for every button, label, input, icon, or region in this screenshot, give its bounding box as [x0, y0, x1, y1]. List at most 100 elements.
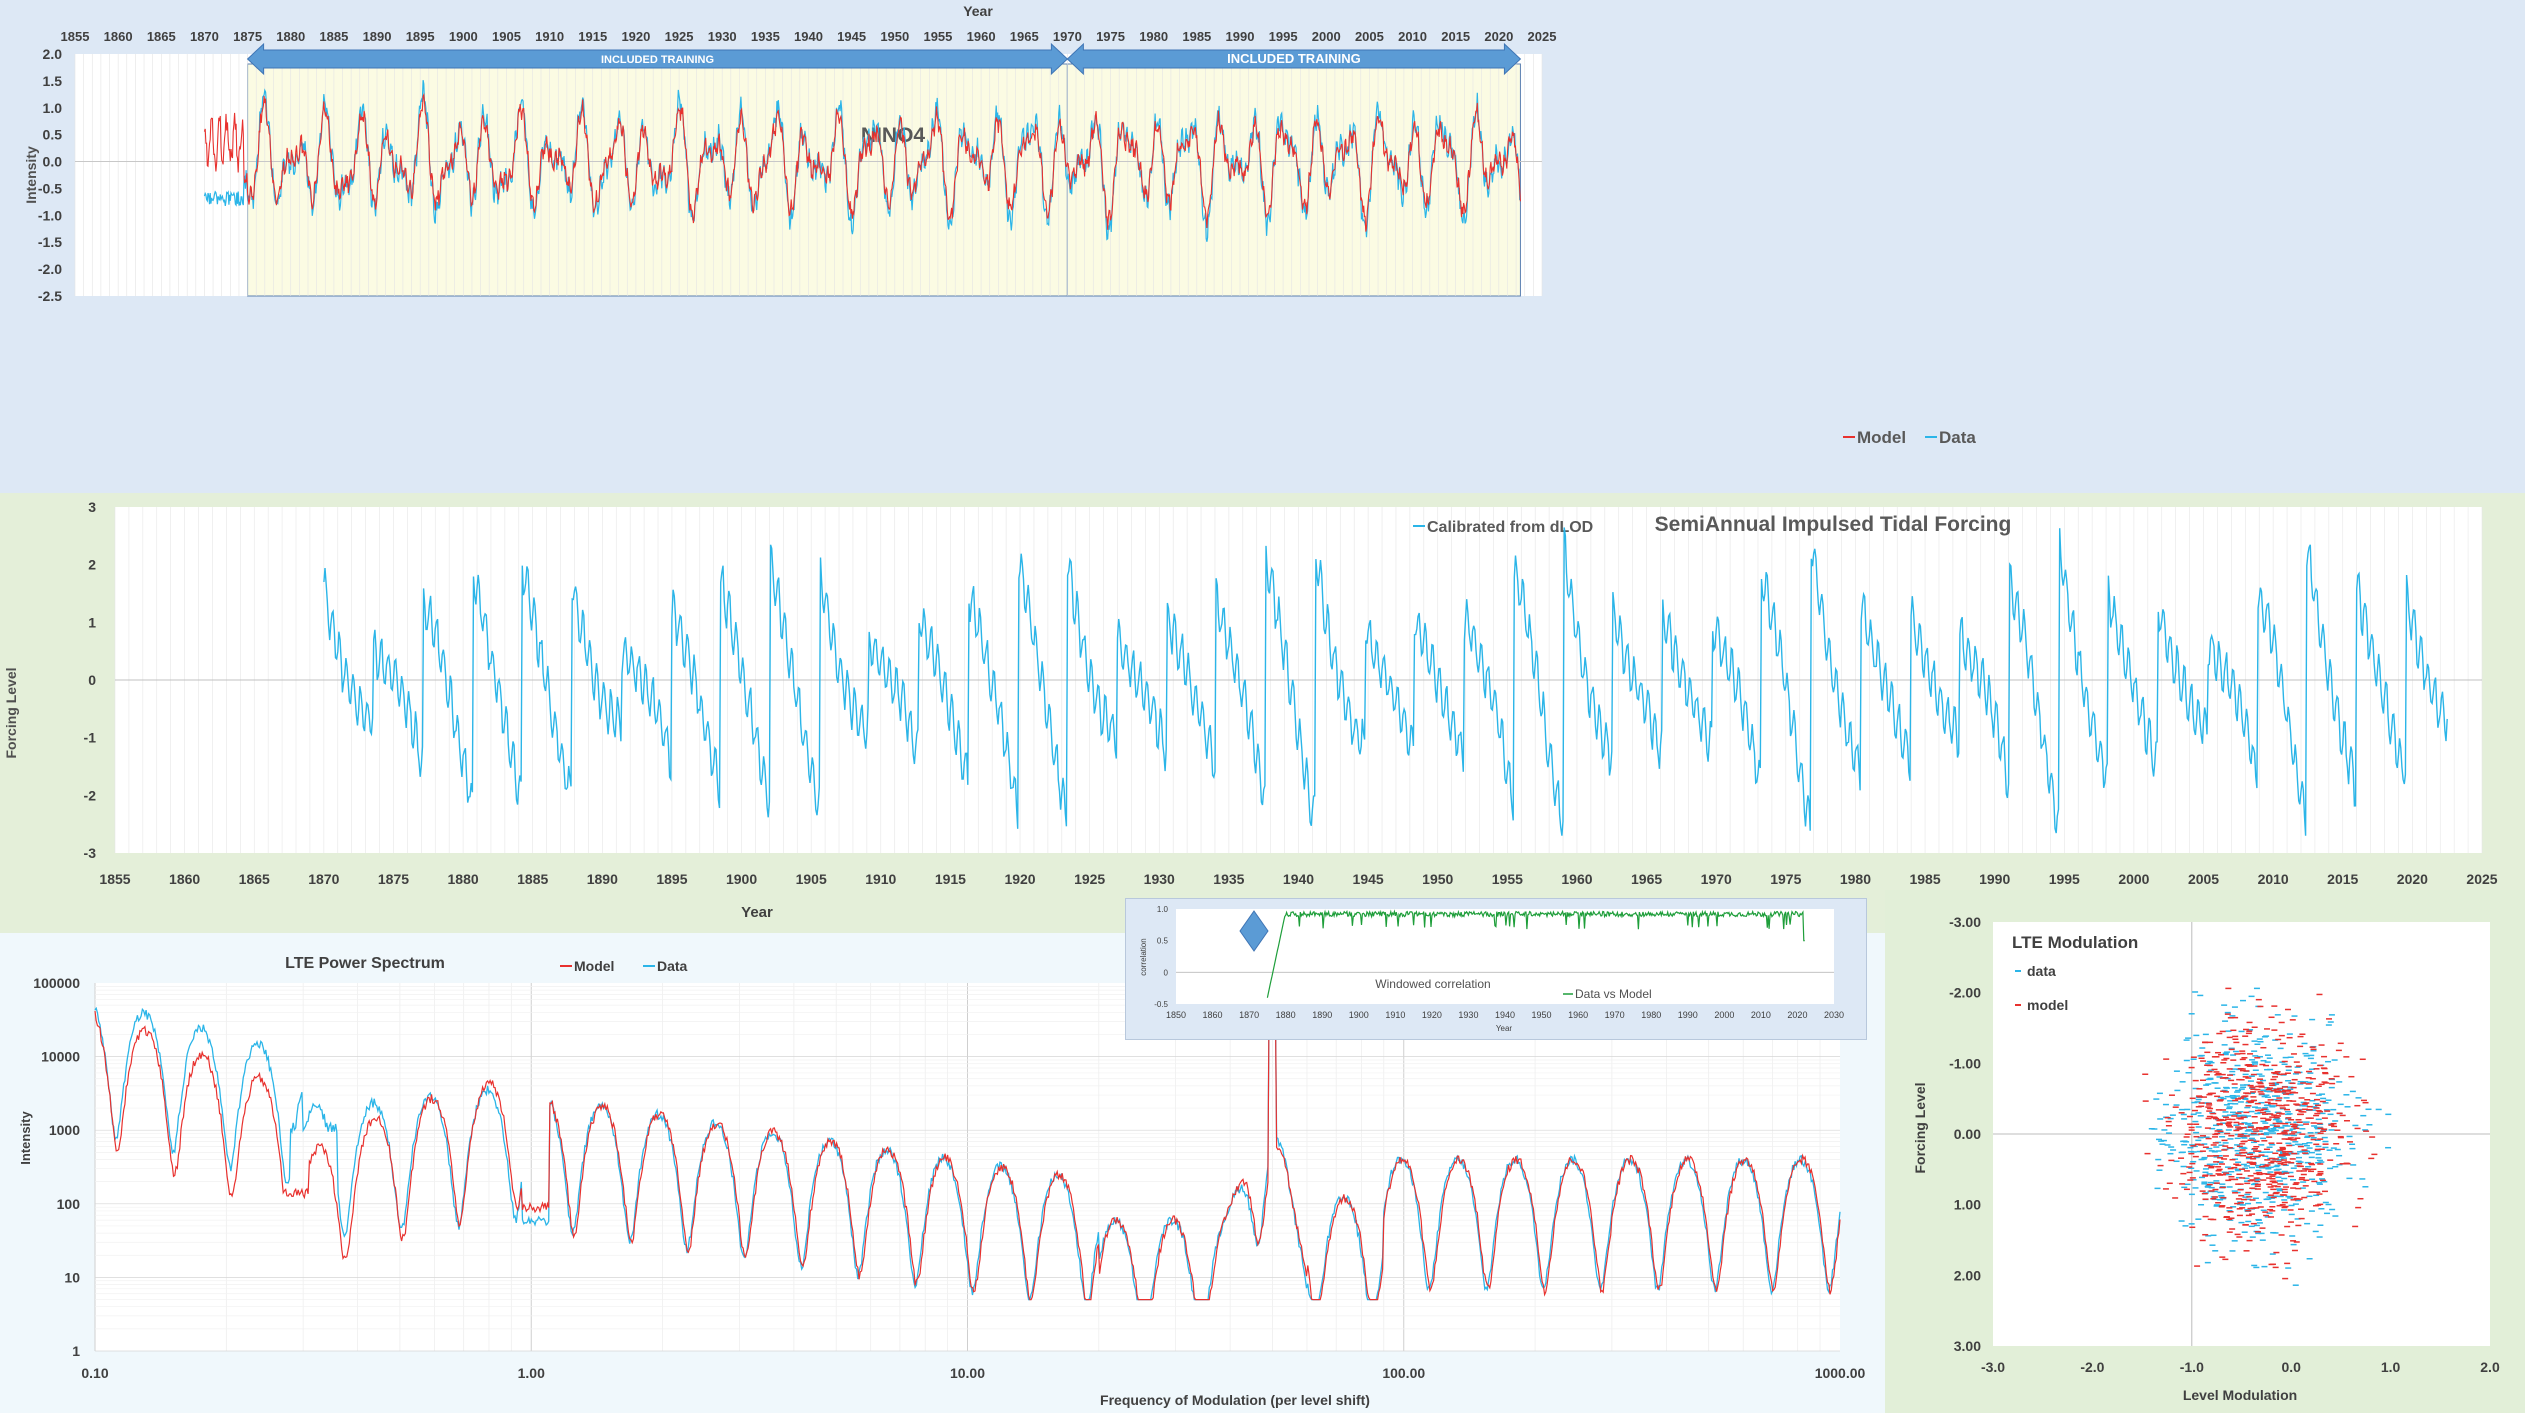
- y-tick-label: 0.0: [43, 154, 63, 170]
- x-tick-label: 2025: [1528, 29, 1557, 44]
- y-tick-label: 1: [88, 614, 96, 630]
- correlation-line: [1266, 909, 1805, 998]
- y-tick-label: 1: [72, 1343, 80, 1359]
- legend-label: Data vs Model: [1575, 987, 1652, 1001]
- x-tick-label: 1855: [99, 871, 130, 887]
- x-tick-label: 1975: [1096, 29, 1125, 44]
- x-tick-label: 1950: [1532, 1010, 1552, 1020]
- correlation-chart: 1850 1860 1870 1880 1890 1900 1910 1920 1930 1940…: [1139, 905, 1844, 1033]
- x-tick-label: 2020: [1484, 29, 1513, 44]
- x-axis-label: Frequency of Modulation (per level shift…: [1100, 1392, 1370, 1408]
- y-axis-label: Forcing Level: [3, 667, 19, 758]
- x-tick-label: 1980: [1840, 871, 1871, 887]
- x-tick-label: 2015: [2327, 871, 2358, 887]
- x-tick-label: 1965: [1010, 29, 1039, 44]
- x-tick-label: 1930: [708, 29, 737, 44]
- x-tick-label: 1965: [1631, 871, 1662, 887]
- x-tick-label: 1960: [1561, 871, 1592, 887]
- x-tick-label: 2005: [1355, 29, 1384, 44]
- x-tick-label: 2010: [2258, 871, 2289, 887]
- data-spectrum-line: [94, 994, 1841, 1301]
- y-tick-label: -2.5: [38, 288, 62, 304]
- y-tick-label: -2: [84, 787, 97, 803]
- x-tick-label: 1940: [1495, 1010, 1515, 1020]
- x-tick-label: 1980: [1139, 29, 1168, 44]
- x-tick-label: 1900: [1349, 1010, 1369, 1020]
- x-tick-label: 1860: [169, 871, 200, 887]
- y-tick-label: -1.00: [1949, 1055, 1981, 1071]
- x-tick-label: 1955: [1492, 871, 1523, 887]
- x-tick-label: 1910: [1385, 1010, 1405, 1020]
- x-tick-label: 1855: [61, 29, 90, 44]
- x-tick-label: 1870: [308, 871, 339, 887]
- x-tick-label: 1905: [796, 871, 827, 887]
- y-tick-label: 10: [64, 1269, 80, 1285]
- y-tick-label: -2.00: [1949, 985, 1981, 1001]
- y-tick-label: 1.0: [1157, 905, 1169, 914]
- y-tick-label: -0.5: [1154, 1000, 1168, 1009]
- model-spectrum-line: [94, 995, 1841, 1301]
- y-tick-label: -1.5: [38, 234, 62, 250]
- y-tick-label: 1.00: [1954, 1197, 1981, 1213]
- y-tick-label: 0: [1164, 968, 1169, 977]
- legend-data-label: Data: [657, 958, 688, 974]
- x-tick-label: 1910: [865, 871, 896, 887]
- x-tick-label: 2000: [1714, 1010, 1734, 1020]
- x-axis-label: Level Modulation: [2183, 1387, 2297, 1403]
- x-tick-label: -2.0: [2080, 1359, 2104, 1375]
- nino4-chart: 1855 1860 1865 1870 1875 1880 1885 1890 1895 1900…: [23, 3, 1976, 447]
- chart-title: SemiAnnual Impulsed Tidal Forcing: [1655, 513, 2012, 536]
- x-tick-label: -1.0: [2180, 1359, 2204, 1375]
- y-tick-label: -3: [84, 845, 97, 861]
- x-tick-label: 1920: [621, 29, 650, 44]
- x-tick-label: 1985: [1909, 871, 1940, 887]
- x-tick-label: 1900: [449, 29, 478, 44]
- x-tick-label: 1920: [1422, 1010, 1442, 1020]
- x-tick-label: 1925: [1074, 871, 1105, 887]
- y-tick-label: 0: [88, 672, 96, 688]
- x-tick-label: 1890: [587, 871, 618, 887]
- y-axis-label: Intensity: [18, 1111, 33, 1165]
- x-tick-label: 1880: [276, 29, 305, 44]
- x-tick-label: 1905: [492, 29, 521, 44]
- forcing-line: [323, 527, 2448, 836]
- x-tick-label: 1995: [1269, 29, 1298, 44]
- x-tick-label: 1995: [2049, 871, 2080, 887]
- x-tick-label: 2030: [1824, 1010, 1844, 1020]
- y-tick-label: -1: [84, 730, 97, 746]
- x-tick-label: 1890: [363, 29, 392, 44]
- y-tick-label: 0.00: [1954, 1126, 1981, 1142]
- x-tick-label: 10.00: [950, 1365, 985, 1381]
- x-tick-label: 1960: [967, 29, 996, 44]
- x-tick-label: 2020: [2397, 871, 2428, 887]
- legend-label: Calibrated from dLOD: [1427, 519, 1593, 536]
- forcing-chart: 1855 1860 1865 1870 1875 1880 1885 1890 1895 1900…: [3, 499, 2498, 921]
- x-tick-label: 1955: [923, 29, 952, 44]
- training-region: [1066, 63, 1521, 297]
- x-tick-label: 2.0: [2480, 1359, 2500, 1375]
- x-tick-label: 1950: [880, 29, 909, 44]
- legend-model-label: Model: [574, 958, 614, 974]
- x-tick-label: 1925: [665, 29, 694, 44]
- chart-title: LTE Modulation: [2012, 933, 2138, 952]
- y-tick-label: 10000: [41, 1049, 80, 1065]
- x-tick-label: 1915: [935, 871, 966, 887]
- x-tick-label: 1935: [1213, 871, 1244, 887]
- y-axis-label: correlation: [1139, 938, 1148, 975]
- x-tick-label: 1850: [1166, 1010, 1186, 1020]
- x-tick-label: 1985: [1182, 29, 1211, 44]
- x-tick-label: 1970: [1701, 871, 1732, 887]
- y-tick-label: -1.0: [38, 207, 62, 223]
- x-tick-label: 2005: [2188, 871, 2219, 887]
- plot-area: [1176, 909, 1834, 1004]
- y-axis-label: Forcing Level: [1912, 1082, 1928, 1173]
- y-tick-label: 1.0: [43, 100, 63, 116]
- x-tick-label: 1990: [1979, 871, 2010, 887]
- x-tick-label: 1970: [1605, 1010, 1625, 1020]
- chart-title: Windowed correlation: [1375, 977, 1490, 991]
- x-tick-label: 1870: [1239, 1010, 1259, 1020]
- legend-model-label: model: [2027, 997, 2068, 1013]
- y-tick-label: 1.5: [43, 73, 63, 89]
- y-tick-label: 100: [57, 1196, 81, 1212]
- x-tick-label: 2015: [1441, 29, 1470, 44]
